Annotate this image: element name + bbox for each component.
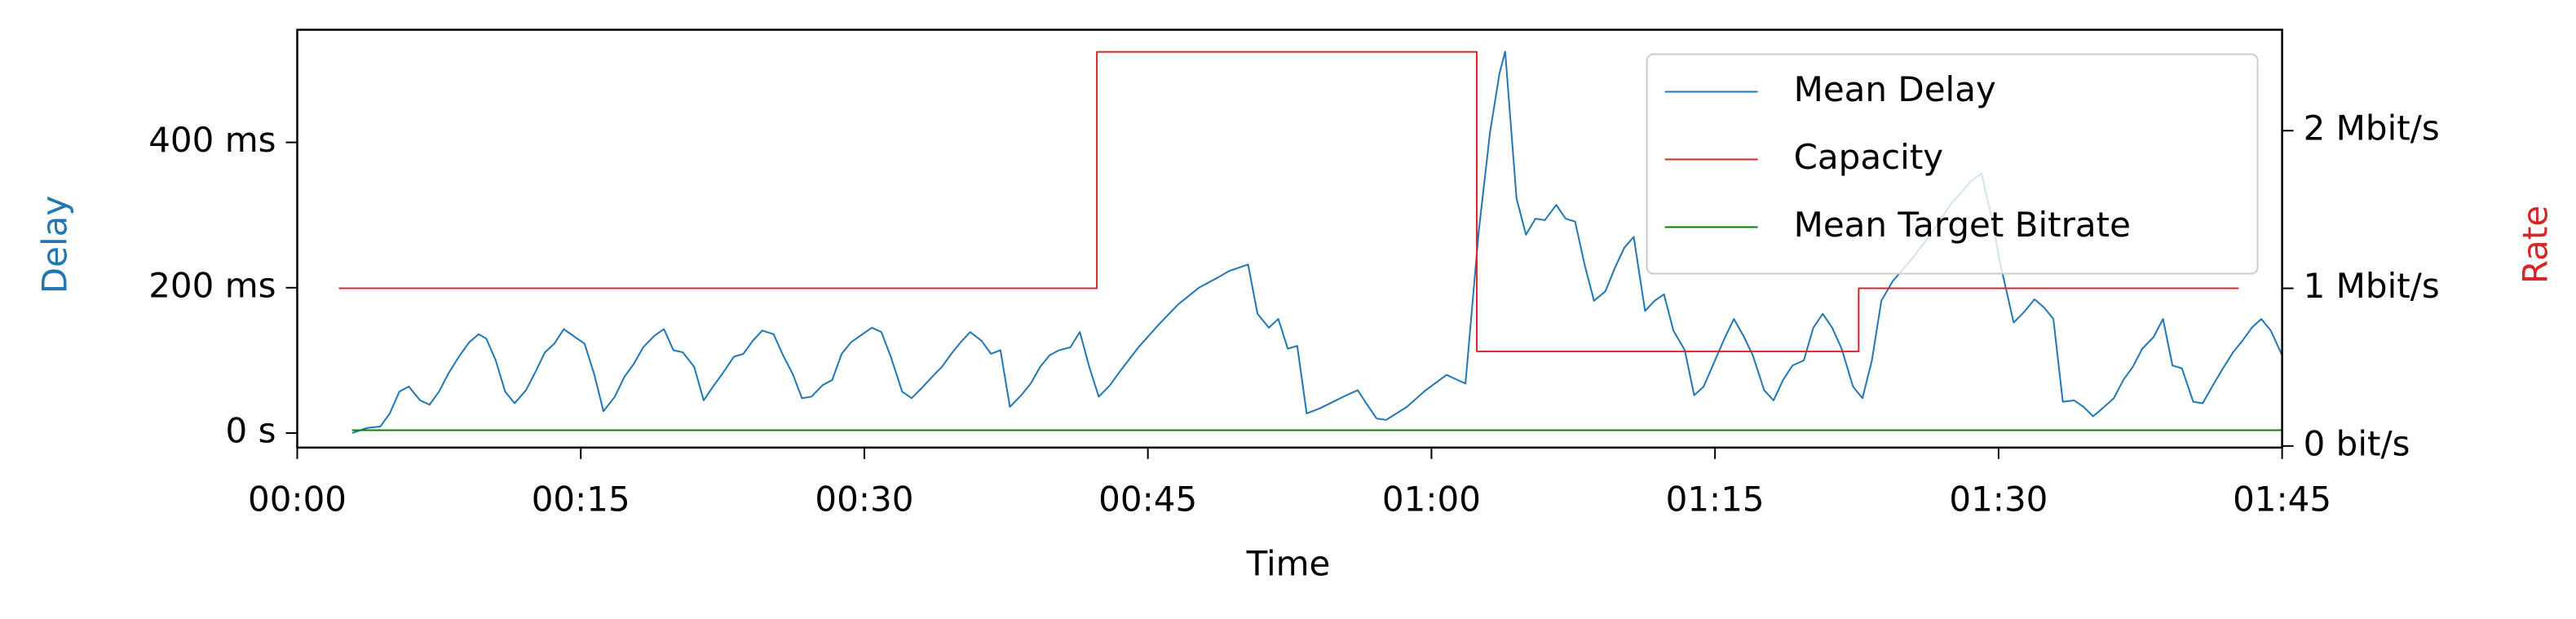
y2-tick-label: 0 bit/s xyxy=(2304,423,2410,463)
y2-axis-label: Rate xyxy=(2516,206,2556,284)
x-tick-label: 01:15 xyxy=(1666,479,1765,519)
x-tick-label: 01:30 xyxy=(1949,479,2048,519)
x-axis-label: Time xyxy=(1246,544,1331,584)
x-tick-label: 01:45 xyxy=(2233,479,2331,519)
y-axis-label: Delay xyxy=(35,196,75,294)
y-tick-label: 400 ms xyxy=(148,120,276,160)
x-tick-label: 00:15 xyxy=(532,479,630,519)
x-tick-label: 00:00 xyxy=(248,479,347,519)
y2-tick-label: 2 Mbit/s xyxy=(2304,108,2440,148)
y-tick-label: 200 ms xyxy=(148,265,276,305)
legend-label: Capacity xyxy=(1794,137,1944,177)
legend-label: Mean Target Bitrate xyxy=(1794,205,2131,245)
x-tick-label: 01:00 xyxy=(1382,479,1481,519)
x-tick-label: 00:45 xyxy=(1098,479,1197,519)
series-line xyxy=(338,51,2239,352)
y-tick-label: 0 s xyxy=(226,410,276,450)
y2-tick-label: 1 Mbit/s xyxy=(2304,266,2440,306)
legend-box xyxy=(1646,53,2259,275)
legend: Mean Delay Capacity Mean Target Bitrate xyxy=(1646,53,2259,275)
plot-frame xyxy=(296,29,2283,449)
x-tick-label: 00:30 xyxy=(815,479,913,519)
legend-label: Mean Delay xyxy=(1794,69,1996,109)
